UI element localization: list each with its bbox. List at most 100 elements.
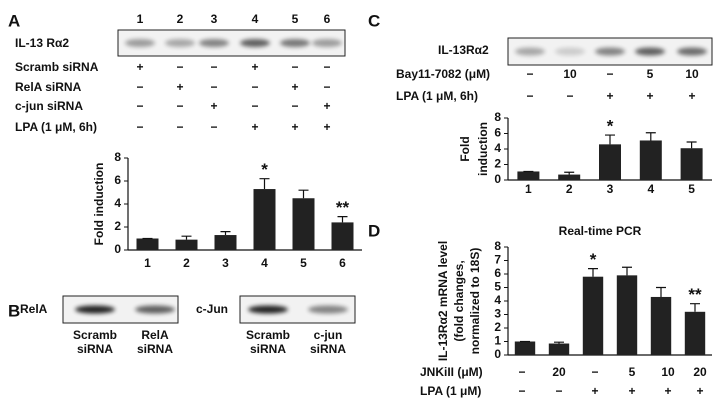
lane-label: Scramb xyxy=(246,328,290,342)
treatment-mark: − xyxy=(555,384,562,398)
y-tick-label: 6 xyxy=(114,173,121,187)
treatment-mark: − xyxy=(176,120,183,134)
treatment-name: LPA (1 μM, 6h) xyxy=(396,89,478,103)
treatment-mark: − xyxy=(518,365,525,379)
annotation: * xyxy=(590,250,597,269)
error-bar xyxy=(690,303,700,312)
blot-band xyxy=(125,39,155,47)
treatment-mark: 10 xyxy=(661,365,675,379)
treatment-mark: + xyxy=(210,99,217,113)
blot-band xyxy=(308,305,348,314)
blot-label: IL-13Rα2 xyxy=(438,43,489,57)
lane-number: 5 xyxy=(292,12,299,26)
treatment-mark: − xyxy=(136,99,143,113)
y-axis-label: induction xyxy=(476,122,490,176)
treatment-mark: + xyxy=(176,80,183,94)
error-bar xyxy=(645,132,656,141)
blot-band xyxy=(199,39,229,47)
treatment-mark: + xyxy=(291,80,298,94)
treatment-mark: 10 xyxy=(563,67,577,81)
treatment-mark: − xyxy=(518,384,525,398)
lane-number: 1 xyxy=(137,12,144,26)
treatment-mark: + xyxy=(688,89,695,103)
lane-label: c-jun xyxy=(314,328,343,342)
bar xyxy=(639,140,662,180)
x-tick-label: 3 xyxy=(222,256,229,270)
lane-label: siRNA xyxy=(250,342,286,356)
y-tick-label: 3 xyxy=(494,307,501,321)
treatment-mark: 20 xyxy=(693,365,707,379)
bar xyxy=(517,171,540,180)
treatment-mark: − xyxy=(210,80,217,94)
x-tick-label: 5 xyxy=(688,182,695,196)
annotation: ** xyxy=(688,285,702,304)
bar xyxy=(514,341,536,355)
error-bar xyxy=(686,141,697,149)
bar xyxy=(616,275,638,355)
y-tick-label: 8 xyxy=(114,150,121,164)
blot-band xyxy=(555,47,585,56)
x-tick-label: 1 xyxy=(144,256,151,270)
bar xyxy=(253,189,276,250)
treatment-name: JNKiII (μM) xyxy=(420,365,483,379)
treatment-mark: + xyxy=(323,120,330,134)
treatment-mark: 5 xyxy=(647,67,654,81)
treatment-mark: − xyxy=(210,60,217,74)
treatment-name: Scramb siRNA xyxy=(15,60,99,74)
blot-band xyxy=(75,305,115,314)
y-tick-label: 2 xyxy=(114,219,121,233)
blot-label: c-Jun xyxy=(196,302,228,316)
error-bar xyxy=(259,178,270,190)
lane-label: siRNA xyxy=(310,342,346,356)
y-tick-label: 4 xyxy=(494,293,501,307)
treatment-mark: − xyxy=(251,99,258,113)
x-tick-label: 2 xyxy=(183,256,190,270)
treatment-name: Bay11-7082 (μM) xyxy=(396,67,490,81)
blot-label: IL-13 Rα2 xyxy=(15,36,69,50)
treatment-mark: + xyxy=(664,384,671,398)
y-tick-label: 8 xyxy=(494,239,501,253)
treatment-mark: + xyxy=(291,120,298,134)
bar xyxy=(599,144,621,180)
treatment-mark: 5 xyxy=(629,365,636,379)
bar xyxy=(684,311,706,355)
error-bar xyxy=(554,341,564,344)
x-tick-label: 4 xyxy=(647,182,654,196)
panel-label: B xyxy=(8,301,20,320)
y-axis-label: normalized to 18S) xyxy=(468,248,482,355)
treatment-mark: + xyxy=(323,99,330,113)
y-axis-label: Fold induction xyxy=(92,163,106,246)
x-tick-label: 1 xyxy=(525,182,532,196)
blot-band xyxy=(312,39,342,47)
error-bar xyxy=(298,189,309,199)
treatment-mark: + xyxy=(591,384,598,398)
y-tick-label: 0 xyxy=(494,347,501,361)
treatment-mark: − xyxy=(251,80,258,94)
y-tick-label: 6 xyxy=(494,126,501,140)
treatment-mark: + xyxy=(606,89,613,103)
treatment-mark: − xyxy=(606,67,613,81)
y-axis-label: (fold changes, xyxy=(452,260,466,341)
bar xyxy=(136,238,159,250)
bar xyxy=(175,239,198,250)
annotation: ** xyxy=(336,198,350,217)
lane-number: 4 xyxy=(252,12,259,26)
treatment-mark: − xyxy=(176,99,183,113)
blot-band xyxy=(635,47,665,56)
treatment-name: RelA siRNA xyxy=(15,80,82,94)
lane-label: Scramb xyxy=(73,328,117,342)
treatment-mark: − xyxy=(566,89,573,103)
treatment-mark: − xyxy=(526,67,533,81)
treatment-mark: + xyxy=(251,60,258,74)
blot-band xyxy=(595,47,625,56)
error-bar xyxy=(181,235,192,240)
blot-band xyxy=(135,305,175,314)
y-tick-label: 1 xyxy=(494,334,501,348)
lane-number: 3 xyxy=(211,12,218,26)
error-bar xyxy=(564,171,575,175)
x-tick-label: 6 xyxy=(339,256,346,270)
y-axis-label: IL-13Rα2 mRNA level xyxy=(436,241,450,361)
lane-label: siRNA xyxy=(77,342,113,356)
y-tick-label: 2 xyxy=(494,157,501,171)
